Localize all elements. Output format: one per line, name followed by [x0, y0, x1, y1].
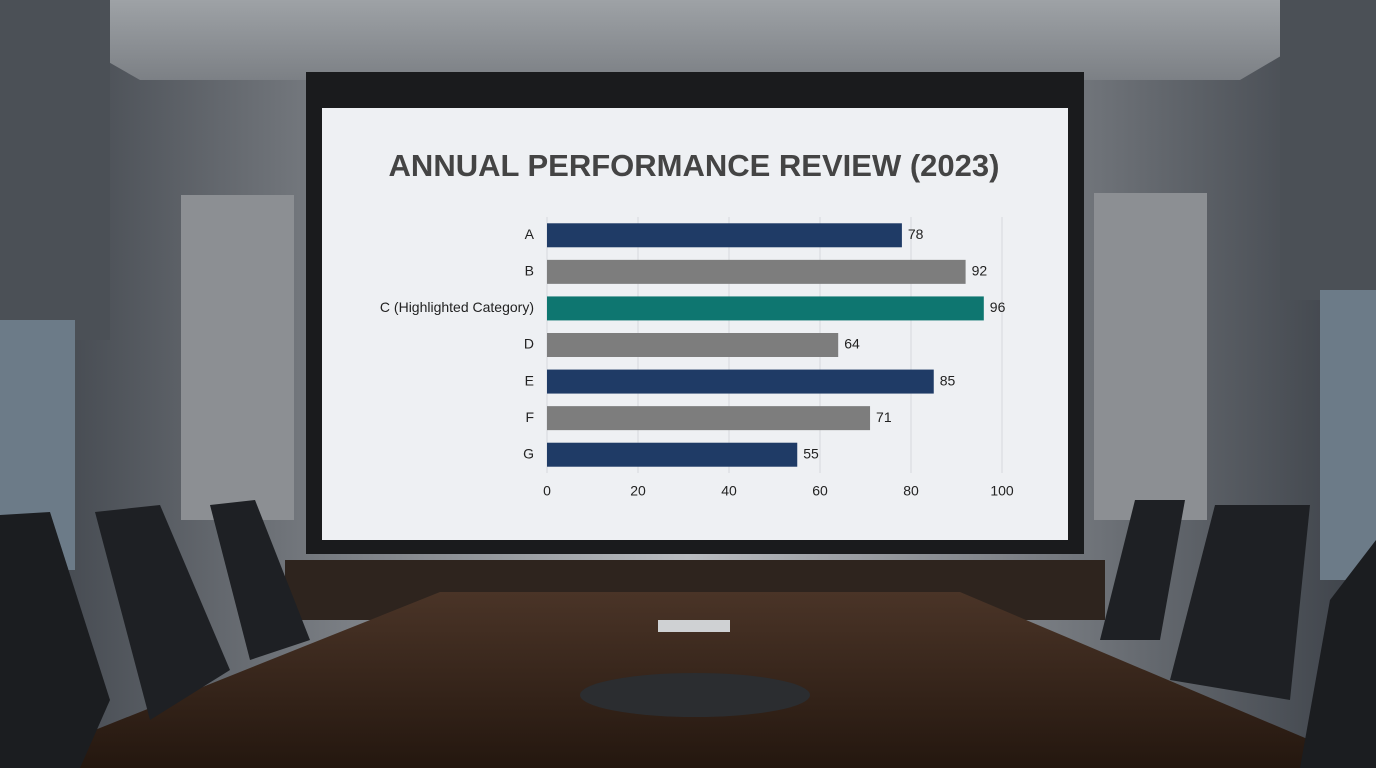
chair — [1170, 505, 1310, 700]
bar — [547, 406, 871, 431]
x-tick-label: 0 — [543, 483, 551, 499]
value-label: 64 — [844, 336, 860, 352]
bar — [547, 369, 934, 394]
chair — [210, 500, 310, 660]
y-tick-label: F — [525, 409, 534, 425]
speakerphone — [580, 673, 810, 717]
y-tick-label: G — [523, 445, 534, 461]
window-right — [1320, 290, 1376, 580]
value-label: 55 — [803, 445, 819, 461]
value-label: 71 — [876, 409, 892, 425]
value-label: 92 — [972, 263, 988, 279]
screen — [322, 108, 1068, 540]
plot: 0 20 40 60 80 100 A 78 B 92 C (Highlighted Categor… — [380, 217, 1014, 499]
y-tick-label: B — [525, 263, 534, 279]
x-tick-label: 20 — [630, 483, 646, 499]
y-tick-label: D — [524, 336, 534, 352]
chair — [1300, 540, 1376, 768]
x-tick-label: 80 — [903, 483, 919, 499]
chart-title: ANNUAL PERFORMANCE REVIEW (2023) — [389, 148, 1000, 183]
acoustic-panel — [181, 195, 294, 520]
bar — [547, 259, 966, 284]
bar — [547, 223, 902, 248]
y-tick-label: A — [525, 226, 535, 242]
bar — [547, 296, 984, 321]
blind-right — [1280, 0, 1376, 300]
chair — [0, 512, 110, 768]
value-label: 85 — [940, 372, 956, 388]
bar — [547, 333, 839, 357]
x-tick-label: 100 — [990, 483, 1014, 499]
value-label: 78 — [908, 226, 924, 242]
chair — [95, 505, 230, 720]
bar — [547, 442, 798, 467]
y-tick-label: C (Highlighted Category) — [380, 299, 534, 315]
ceiling — [0, 0, 1376, 80]
table-port — [658, 620, 730, 632]
chair — [1100, 500, 1185, 640]
y-tick-label: E — [525, 372, 534, 388]
value-label: 96 — [990, 299, 1006, 315]
x-tick-label: 40 — [721, 483, 737, 499]
x-tick-label: 60 — [812, 483, 828, 499]
blind-left — [0, 0, 110, 340]
acoustic-panel — [1094, 193, 1207, 520]
